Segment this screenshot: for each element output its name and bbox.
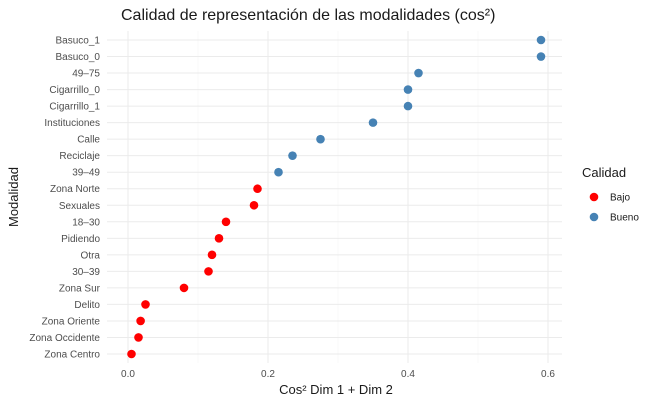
legend: Calidad Bajo Bueno — [582, 165, 639, 224]
legend-title: Calidad — [582, 165, 626, 180]
data-point — [249, 200, 259, 210]
data-point — [136, 316, 145, 326]
y-tick-label: Cigarrillo_1 — [49, 102, 100, 113]
data-point — [207, 250, 217, 260]
x-tick-label: 0.2 — [261, 369, 275, 380]
y-tick-label: Sexuales — [59, 201, 100, 212]
data-points — [127, 35, 546, 359]
legend-label: Bueno — [610, 213, 639, 224]
x-tick-labels: 0.0 0.2 0.4 0.6 — [121, 369, 555, 380]
x-tick-label: 0.0 — [121, 369, 135, 380]
y-tick-label: Basuco_1 — [56, 36, 101, 47]
data-point — [536, 35, 546, 45]
data-point — [179, 283, 189, 293]
y-tick-label: 18–30 — [72, 217, 100, 228]
y-tick-label: Otra — [81, 250, 101, 261]
data-point — [204, 267, 213, 276]
legend-label: Bajo — [610, 193, 630, 204]
y-axis-title: Modalidad — [6, 167, 21, 227]
y-tick-label: Delito — [74, 300, 100, 311]
data-point — [403, 85, 413, 94]
y-tick-label: Zona Centro — [44, 350, 100, 361]
y-tick-label: Reciclaje — [59, 151, 100, 162]
data-point — [134, 333, 143, 342]
data-point — [368, 118, 378, 127]
data-point — [214, 234, 224, 243]
data-point — [127, 349, 136, 359]
y-tick-label: Basuco_0 — [56, 52, 101, 63]
y-tick-label: 49–75 — [72, 69, 100, 80]
x-tick-label: 0.6 — [541, 369, 555, 380]
y-tick-label: Zona Occidente — [29, 333, 100, 344]
y-tick-label: Pidiendo — [61, 234, 100, 245]
data-point — [403, 101, 413, 111]
y-tick-label: 30–39 — [72, 267, 100, 278]
y-tick-label: Instituciones — [44, 118, 100, 129]
y-tick-label: Cigarrillo_0 — [49, 85, 100, 96]
data-point — [274, 167, 283, 177]
data-point — [141, 300, 150, 309]
data-point — [316, 134, 325, 144]
legend-key — [589, 212, 599, 222]
legend-key — [589, 192, 599, 202]
data-point — [221, 217, 231, 227]
data-point — [288, 151, 297, 160]
data-point — [414, 68, 423, 78]
x-axis-title: Cos² Dim 1 + Dim 2 — [279, 382, 393, 397]
y-tick-label: 39–49 — [72, 168, 100, 179]
data-point — [253, 184, 262, 194]
y-tick-label: Zona Sur — [59, 283, 101, 294]
data-point — [536, 52, 546, 61]
x-tick-label: 0.4 — [401, 369, 415, 380]
y-tick-labels: Basuco_1 Basuco_0 49–75 Cigarrillo_0 Cigarri… — [29, 36, 100, 361]
y-tick-label: Zona Norte — [50, 184, 100, 195]
grid — [107, 31, 562, 363]
y-tick-label: Calle — [77, 135, 100, 146]
chart-title: Calidad de representación de las modalid… — [121, 7, 495, 24]
y-tick-label: Zona Oriente — [42, 316, 101, 327]
